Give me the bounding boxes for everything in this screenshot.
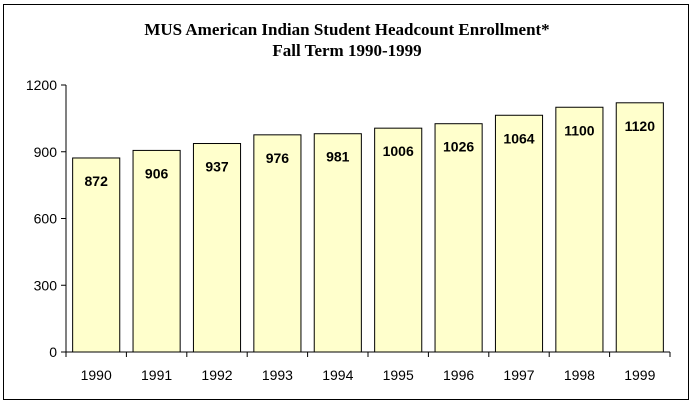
bar: [253, 134, 302, 353]
y-tick-label: 300: [34, 277, 58, 293]
bar: [72, 157, 121, 353]
x-tick-label: 1997: [503, 367, 534, 383]
y-axis: 0 300 600 900 1200: [26, 77, 67, 360]
bar: [374, 127, 423, 353]
bar: [313, 133, 362, 353]
data-label: 937: [205, 159, 229, 175]
data-label: 981: [326, 149, 350, 165]
data-label: 1064: [503, 130, 534, 146]
data-label: 1006: [383, 143, 414, 159]
x-tick-label: 1999: [624, 367, 655, 383]
chart-frame: MUS American Indian Student Headcount En…: [3, 4, 689, 400]
y-tick-label: 600: [34, 211, 58, 227]
x-tick-label: 1991: [141, 367, 172, 383]
x-tick-label: 1996: [443, 367, 474, 383]
x-tick-label: 1990: [81, 367, 112, 383]
chart-subtitle: Fall Term 1990-1999: [272, 41, 422, 60]
bar: [555, 106, 604, 353]
bar: [494, 114, 544, 353]
data-label: 872: [85, 173, 109, 189]
chart-title: MUS American Indian Student Headcount En…: [144, 20, 550, 39]
bars: [72, 102, 664, 353]
data-label: 1120: [625, 118, 656, 134]
bar: [434, 123, 483, 353]
data-labels: 872 906 937 976 981 1006 1026 1064 1100 1120: [85, 118, 656, 189]
bar: [615, 102, 664, 353]
bar: [192, 143, 242, 353]
data-label: 976: [266, 150, 290, 166]
data-label: 1100: [564, 122, 595, 138]
y-tick-label: 900: [34, 144, 58, 160]
x-tick-label: 1995: [383, 367, 414, 383]
x-tick-label: 1994: [322, 367, 353, 383]
data-label: 906: [145, 165, 169, 181]
x-tick-label: 1993: [262, 367, 293, 383]
x-tick-label: 1998: [564, 367, 595, 383]
bar: [132, 149, 181, 353]
y-tick-label: 1200: [26, 77, 57, 93]
x-axis: 1990 1991 1992 1993 1994 1995 1996 1997 1998 1999: [65, 351, 671, 383]
x-tick-label: 1992: [201, 367, 232, 383]
data-label: 1026: [443, 139, 474, 155]
chart-title-block: MUS American Indian Student Headcount En…: [4, 19, 690, 61]
y-tick-label: 0: [49, 344, 57, 360]
